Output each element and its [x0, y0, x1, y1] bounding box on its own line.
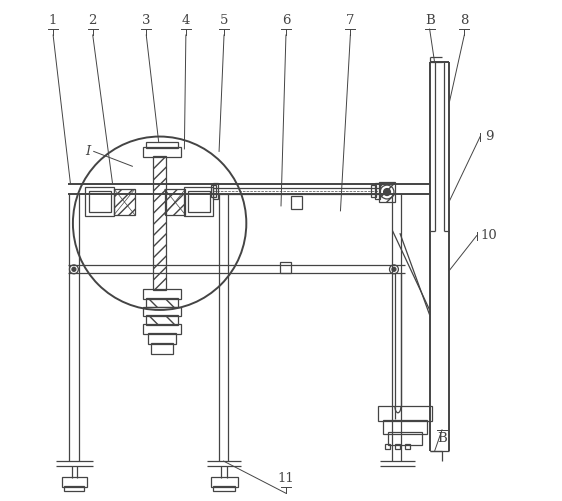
Bar	[143, 307, 181, 316]
Text: 6: 6	[282, 14, 290, 27]
Text: 5: 5	[220, 14, 228, 27]
Bar	[375, 183, 380, 199]
Bar	[213, 486, 235, 491]
Bar	[62, 477, 87, 487]
Bar	[165, 189, 185, 215]
Bar	[146, 315, 179, 325]
Bar	[213, 183, 218, 199]
Bar	[371, 185, 376, 197]
Text: I: I	[85, 145, 90, 158]
Text: 2: 2	[89, 14, 97, 27]
Circle shape	[392, 268, 396, 272]
Bar	[143, 324, 181, 334]
Bar	[184, 187, 213, 216]
Bar	[379, 182, 395, 202]
Bar	[211, 477, 238, 487]
Text: 10: 10	[481, 229, 497, 242]
Text: 8: 8	[460, 14, 469, 27]
Bar	[114, 189, 135, 215]
Text: 1: 1	[49, 14, 57, 27]
Bar	[211, 185, 216, 197]
Bar	[280, 262, 291, 273]
Bar	[153, 156, 166, 290]
Text: 7: 7	[346, 14, 355, 27]
Text: 4: 4	[182, 14, 190, 27]
Bar	[385, 444, 390, 449]
Bar	[405, 444, 410, 449]
Circle shape	[383, 188, 391, 195]
Bar	[85, 187, 114, 216]
Bar	[395, 444, 400, 449]
Bar	[383, 420, 427, 434]
Bar	[378, 406, 432, 421]
Bar	[146, 142, 179, 148]
Bar	[188, 190, 210, 212]
Text: 9: 9	[485, 130, 493, 143]
Text: 3: 3	[142, 14, 151, 27]
Bar	[151, 343, 173, 354]
Bar	[148, 333, 176, 344]
Text: B: B	[437, 432, 447, 445]
Bar	[291, 196, 302, 209]
Bar	[143, 289, 181, 299]
Bar	[146, 298, 179, 308]
Circle shape	[72, 268, 76, 272]
Bar	[65, 486, 84, 491]
Bar	[89, 190, 111, 212]
Text: 11: 11	[278, 472, 294, 485]
Bar	[388, 432, 422, 445]
Bar	[143, 147, 181, 157]
Text: B: B	[425, 14, 434, 27]
